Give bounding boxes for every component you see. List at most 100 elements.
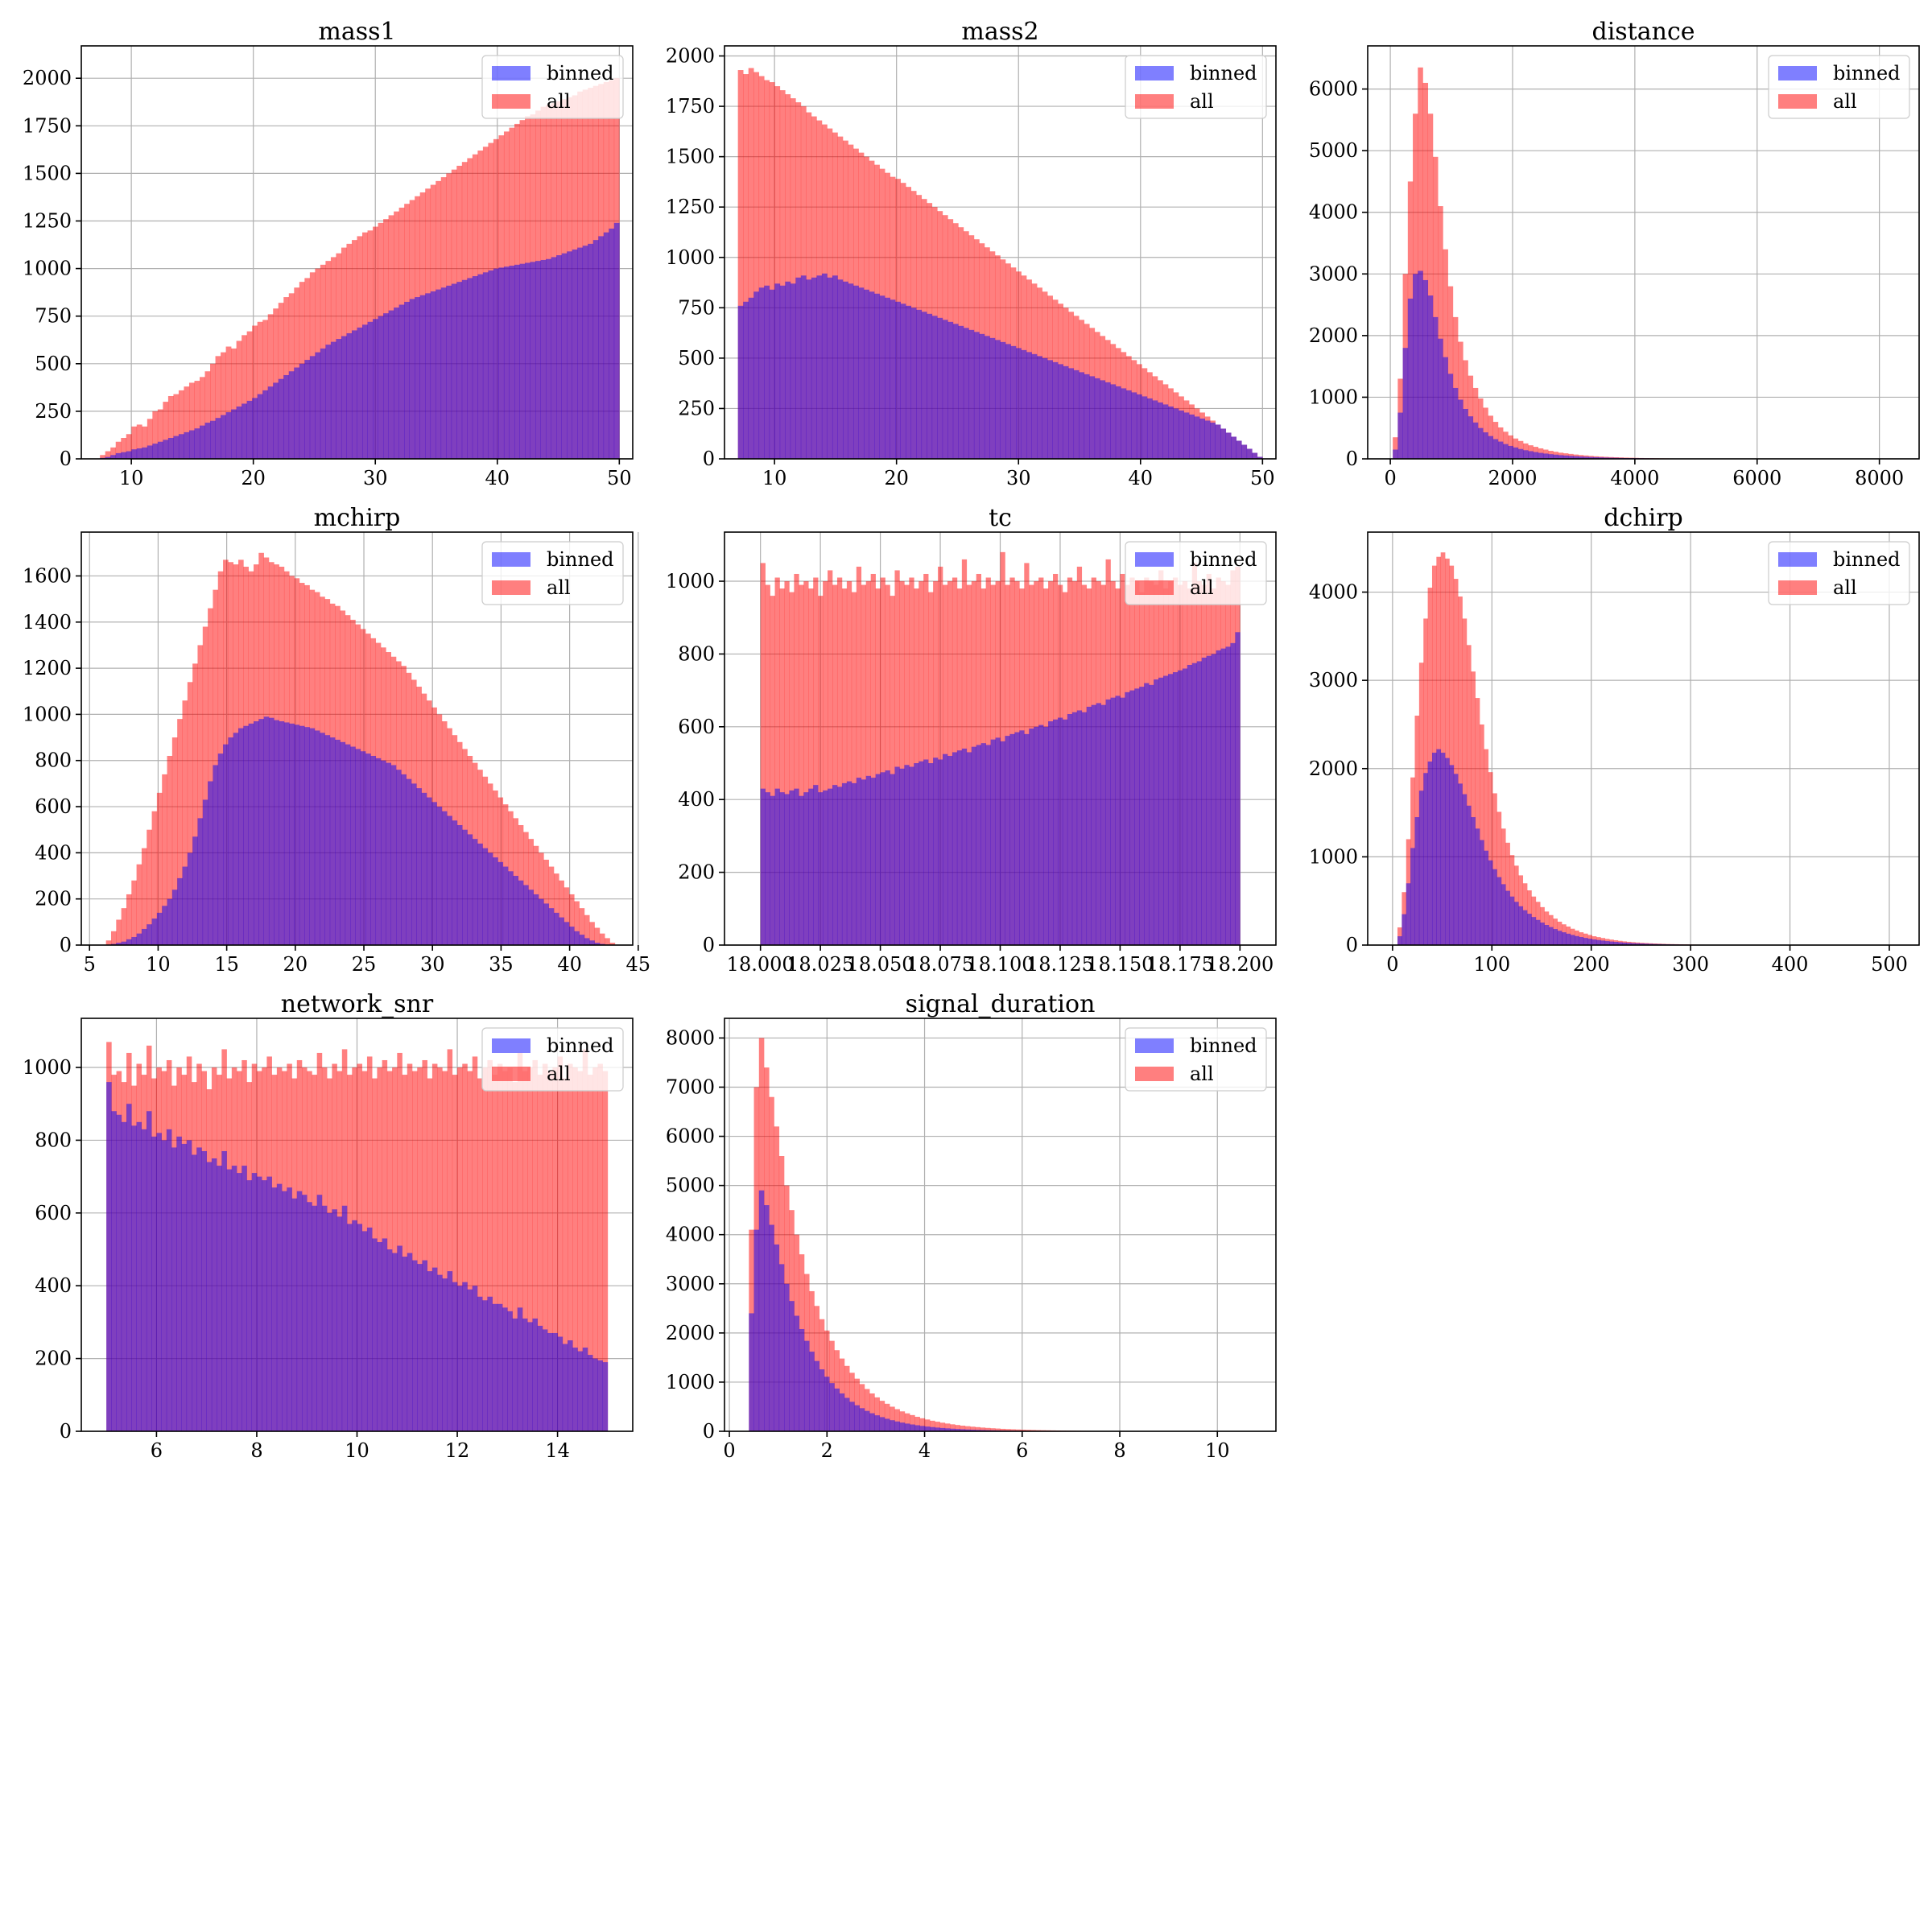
histogram-bar-binned (984, 336, 990, 459)
legend-swatch-all (492, 1067, 530, 1081)
y-tick-label: 8000 (666, 1026, 715, 1049)
histogram-bar-binned (503, 266, 510, 459)
histogram-bar-binned (839, 1393, 845, 1431)
histogram-bar-binned (587, 1355, 593, 1431)
histogram-bar-binned (147, 445, 153, 459)
histogram-bar-binned (864, 1410, 870, 1431)
histogram-bar-all (995, 1428, 1001, 1431)
y-tick-label: 1750 (666, 95, 715, 118)
histogram-bar-binned (551, 257, 557, 459)
y-tick-label: 0 (60, 934, 72, 956)
histogram-bar-binned (1418, 791, 1424, 945)
subplot-mass2: 10 20 30 40 50025050075010001250150017502000… (666, 18, 1277, 489)
histogram-bar-all (599, 933, 605, 945)
histogram-bar-binned (1204, 420, 1211, 459)
y-tick-label: 2000 (666, 45, 715, 68)
histogram-bar-all (828, 570, 833, 945)
histogram-bar-all (597, 1063, 603, 1431)
histogram-bar-binned (1449, 765, 1455, 945)
subplot-mass1: 10 20 30 40 50025050075010001250150017502000… (23, 18, 634, 489)
histogram-bar-binned (375, 758, 382, 945)
histogram-bar-binned (186, 1140, 192, 1431)
histogram-bar-binned (952, 324, 959, 459)
histogram-bar-binned (800, 275, 807, 459)
histogram-bar-binned (1052, 361, 1059, 459)
subplot-title: mass1 (318, 18, 395, 46)
histogram-bar-binned (1609, 941, 1614, 945)
histogram-bar-binned (1236, 440, 1242, 459)
histogram-bar-all (202, 626, 208, 945)
histogram-bar-all (779, 90, 786, 460)
x-tick-label: 18.050 (847, 953, 914, 976)
histogram-bar-all (1466, 645, 1472, 945)
histogram-bar-all (417, 1067, 423, 1431)
histogram-bar-binned (1406, 883, 1411, 945)
histogram-bar-binned (859, 1408, 865, 1431)
histogram-bar-all (774, 577, 780, 945)
histogram-bar-binned (816, 275, 823, 459)
histogram-bar-binned (592, 1358, 598, 1431)
histogram-bar-binned (874, 1415, 880, 1431)
histogram-bar-binned (217, 753, 224, 945)
histogram-bar-binned (613, 222, 620, 459)
histogram-bar-binned (518, 880, 524, 945)
histogram-bar-binned (1458, 399, 1463, 459)
histogram-bar-binned (1538, 452, 1544, 459)
histogram-bar-all (874, 1397, 880, 1431)
histogram-bar-binned (171, 890, 178, 945)
histogram-bar-binned (288, 371, 295, 459)
y-tick-label: 2000 (23, 67, 72, 89)
histogram-bar-binned (527, 1322, 533, 1431)
histogram-bar-binned (287, 1187, 292, 1431)
histogram-bar-binned (1173, 408, 1179, 459)
histogram-bar-binned (904, 765, 910, 945)
histogram-bar-binned (136, 448, 142, 459)
histogram-bar-binned (837, 279, 844, 459)
x-tick-label: 25 (352, 953, 377, 976)
histogram-bar-binned (452, 1282, 458, 1431)
histogram-bar-binned (262, 1180, 267, 1431)
histogram-bar-all (1443, 249, 1448, 459)
histogram-bar-binned (1513, 447, 1519, 459)
histogram-bar-binned (1463, 408, 1468, 459)
histogram-bar-binned (378, 316, 384, 459)
histogram-bar-binned (372, 1238, 378, 1431)
histogram-bar-binned (226, 1169, 233, 1431)
histogram-bar-binned (602, 1362, 609, 1431)
histogram-bar-all (105, 940, 112, 945)
legend-label-all: all (1833, 576, 1857, 599)
histogram-bar-binned (341, 336, 347, 459)
histogram-bar-all (846, 581, 852, 945)
histogram-bar-binned (819, 1369, 825, 1431)
histogram-bar-all (594, 927, 601, 945)
histogram-bar-binned (1062, 719, 1068, 945)
histogram-bar-binned (1021, 349, 1027, 459)
x-tick-label: 8000 (1855, 467, 1904, 489)
histogram-bar-binned (142, 447, 148, 459)
histogram-bar-binned (519, 263, 526, 459)
histogram-bar-all (552, 1067, 558, 1431)
histogram-bar-binned (345, 744, 351, 945)
histogram-bar-binned (784, 1283, 790, 1431)
histogram-bar-all (930, 1420, 935, 1431)
histogram-bar-binned (753, 1229, 760, 1431)
histogram-bar-all (865, 581, 871, 945)
histogram-bar-all (208, 608, 213, 945)
histogram-bar-binned (930, 1426, 935, 1431)
histogram-bar-binned (931, 316, 938, 459)
histogram-bar-binned (1100, 380, 1106, 459)
histogram-bar-binned (279, 721, 285, 945)
histogram-bar-binned (824, 1377, 830, 1431)
histogram-bar-all (141, 848, 147, 945)
histogram-bar-binned (106, 1082, 112, 1431)
histogram-bar-binned (947, 321, 954, 459)
histogram-bar-all (467, 1071, 473, 1431)
histogram-bar-binned (1057, 717, 1063, 945)
histogram-bar-all (890, 1406, 895, 1431)
histogram-bar-binned (457, 1286, 463, 1431)
y-tick-label: 1750 (23, 114, 72, 137)
histogram-bar-binned (442, 1278, 448, 1431)
histogram-bar-binned (365, 753, 371, 945)
histogram-bar-all (1005, 1429, 1011, 1431)
histogram-bar-binned (472, 1286, 478, 1431)
